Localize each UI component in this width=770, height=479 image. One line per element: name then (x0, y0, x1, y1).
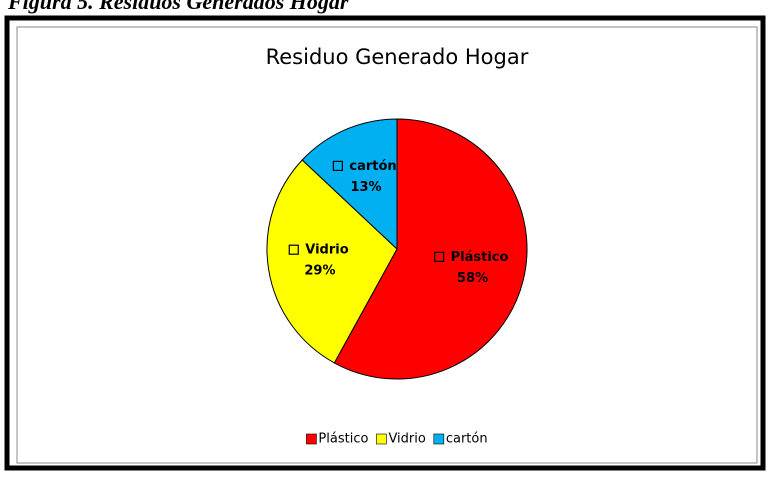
legend-key (433, 433, 445, 445)
data-label-category: Plástico (451, 250, 509, 265)
data-label-category: Vidrio (305, 243, 348, 258)
data-label: 29% (304, 264, 335, 279)
figure-caption: Figura 5. Residuos Generados Hogar (7, 0, 349, 14)
legend-key (376, 433, 387, 445)
pie-slice (333, 118, 528, 380)
legend-label: Plástico (318, 432, 368, 447)
data-label-key (434, 251, 445, 262)
legend-label: cartón (446, 432, 488, 447)
pie-slice (301, 118, 398, 251)
legend-label: Vidrio (388, 432, 425, 447)
chart-title: Residuo Generado Hogar (266, 45, 529, 69)
data-label-key (332, 160, 343, 172)
data-label: 58% (457, 271, 488, 286)
pie-slice (266, 159, 398, 364)
data-label: 13% (350, 180, 381, 195)
data-label-key (288, 244, 299, 255)
data-label-category: cartón (349, 159, 396, 174)
legend-key (306, 433, 317, 445)
